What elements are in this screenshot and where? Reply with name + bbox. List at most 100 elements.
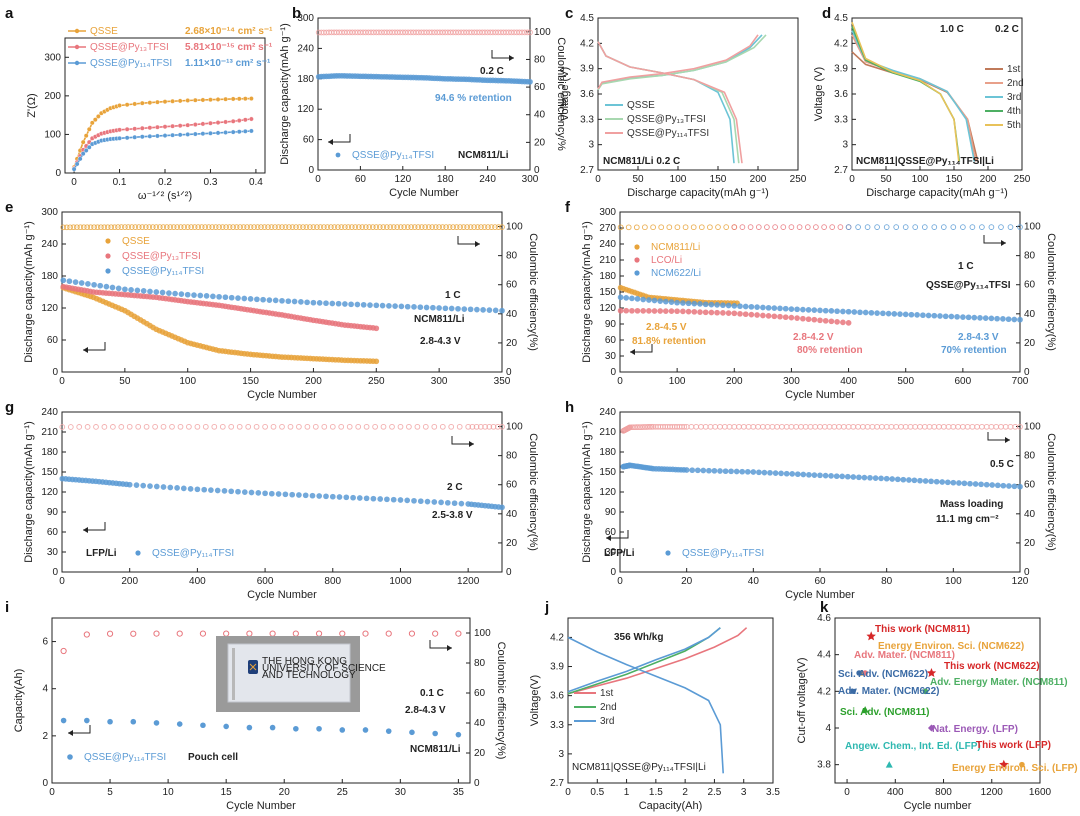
data-point [315, 630, 323, 637]
x-tick-label: 250 [368, 376, 385, 387]
axis-arrow [451, 436, 474, 445]
data-point [974, 423, 980, 430]
data-point [889, 476, 896, 482]
data-point [680, 308, 686, 315]
data-point [971, 314, 978, 321]
data-point [409, 729, 415, 736]
data-point [908, 311, 915, 318]
data-point [153, 289, 160, 295]
data-point [195, 224, 202, 230]
data-point [764, 423, 771, 430]
data-point [97, 282, 104, 289]
data-point [329, 300, 336, 307]
y-tick-label: 30 [605, 547, 617, 558]
panel-j: j 0 0.5 1 1.5 2 2.5 3 3.5 2.7 3 3.3 3.6 3.9 4.2 Capacit… [529, 599, 780, 812]
data-point [685, 308, 692, 315]
data-point [155, 133, 160, 139]
data-point [436, 305, 442, 311]
data-point [176, 721, 183, 727]
data-point [92, 117, 98, 123]
y-tick-label: 100 [44, 129, 61, 140]
axis-arrow-head [469, 441, 474, 447]
data-point [720, 302, 726, 309]
data-point [200, 97, 206, 103]
data-point [725, 310, 732, 316]
axis-arrow [83, 522, 106, 531]
legend-label: QSSE@Py₁₁₄TFSI [152, 548, 234, 559]
data-point [779, 423, 785, 430]
x-tick-label: 120 [1012, 576, 1029, 587]
x-tick-label: 1600 [1029, 787, 1052, 798]
legend-marker [335, 152, 341, 158]
legend-label: QSSE [627, 100, 655, 111]
data-point [296, 423, 302, 430]
data-point [335, 224, 341, 230]
data-point [80, 224, 87, 231]
data-point [162, 124, 168, 130]
data-point [132, 134, 138, 140]
data-point [662, 308, 669, 314]
data-point [898, 423, 904, 430]
data-point [1000, 316, 1006, 322]
data-point [936, 423, 942, 430]
y-tick-label: 150 [599, 467, 616, 478]
data-point [845, 224, 852, 230]
data-point [926, 423, 933, 430]
data-point [101, 224, 108, 231]
panel-i: i0 5 10 15 20 25 30 350246020406080100Coulombic… [5, 599, 507, 812]
data-point [266, 297, 273, 303]
data-point [198, 224, 205, 230]
data-point [115, 224, 121, 230]
panel-letter: i [5, 599, 9, 616]
data-point [722, 468, 729, 475]
y2-tick-label: 60 [534, 82, 546, 93]
y-tick-label: 200 [44, 91, 61, 102]
data-point [244, 224, 250, 230]
data-point [798, 423, 804, 430]
data-point [172, 290, 178, 297]
axis-arrow-head [447, 645, 452, 651]
y-tick-label: 4 [825, 723, 831, 734]
x-axis-title: Cycle Number [785, 589, 855, 601]
data-point [794, 306, 800, 313]
data-point [499, 224, 505, 230]
data-point [720, 310, 726, 316]
data-point [448, 423, 455, 430]
data-point [874, 310, 880, 316]
data-point [404, 224, 411, 230]
data-point [646, 308, 652, 314]
data-point [386, 29, 393, 36]
plot-frame [851, 17, 1023, 171]
x-tick-label: 250 [790, 174, 807, 185]
data-point [287, 423, 294, 430]
y-axis-title: Voltage (V) [813, 67, 825, 121]
data-point [461, 306, 468, 312]
legend-marker [74, 44, 80, 50]
y2-tick-label: 20 [1024, 538, 1036, 549]
data-point [235, 488, 241, 495]
x-tick-label: 50 [119, 376, 131, 387]
data-point [845, 308, 852, 315]
data-point [800, 315, 806, 322]
data-point [181, 224, 188, 230]
data-point [139, 134, 145, 140]
data-point [209, 224, 216, 230]
data-point [860, 423, 866, 430]
data-point [666, 224, 673, 231]
data-point [70, 224, 77, 231]
data-point [721, 423, 728, 430]
data-point [167, 484, 174, 491]
data-point [59, 424, 66, 430]
data-point [430, 304, 436, 311]
y-tick-label: 2.7 [580, 165, 594, 176]
data-point [177, 423, 184, 430]
data-point [747, 224, 754, 230]
data-point [93, 424, 99, 430]
data-point [160, 423, 167, 430]
data-point [629, 307, 635, 314]
data-point [940, 224, 947, 230]
data-point [316, 300, 323, 306]
data-point [702, 301, 709, 308]
series-line [567, 636, 724, 774]
